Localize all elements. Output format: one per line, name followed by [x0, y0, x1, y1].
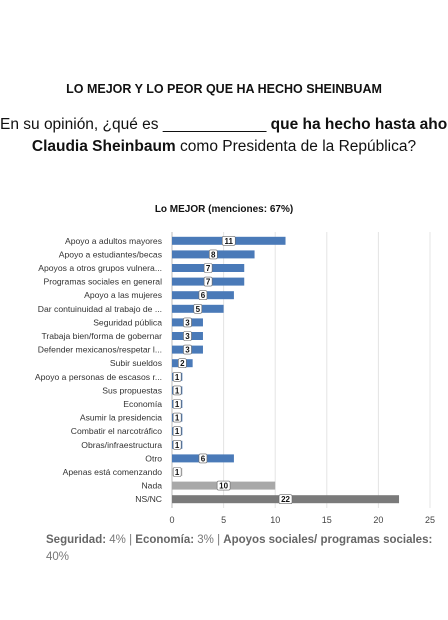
category-label: Sus propuestas	[102, 385, 162, 395]
data-label: 10	[219, 482, 228, 491]
data-label-box	[172, 385, 182, 396]
category-label: Trabaja bien/forma de gobernar	[41, 331, 162, 341]
category-label: Apenas está comenzando	[63, 467, 163, 477]
data-label-box	[178, 358, 187, 368]
category-label: Apoyos a otros grupos vulnera...	[38, 263, 162, 273]
category-label: Economía	[123, 399, 162, 409]
question-part-3: como Presidenta de la República?	[180, 138, 417, 155]
data-label: 6	[201, 291, 206, 300]
category-label: Obras/infraestructura	[81, 440, 162, 450]
question-blank: ____________	[162, 116, 267, 133]
data-label: 1	[175, 414, 180, 423]
category-label: Programas sociales en general	[44, 277, 163, 287]
footnote-economia-value: 3% |	[197, 534, 221, 546]
data-label-box	[216, 480, 231, 491]
data-label-box	[221, 236, 236, 246]
data-label: 3	[185, 318, 190, 327]
data-label: 22	[281, 495, 290, 504]
question-line-2: Claudia Sheinbaum como Presidenta de la …	[0, 136, 448, 158]
data-label: 1	[175, 468, 180, 477]
x-tick-label: 20	[373, 515, 383, 525]
data-label: 3	[185, 332, 190, 341]
data-label: 1	[175, 441, 180, 450]
data-label: 5	[196, 305, 201, 314]
data-label-box	[172, 372, 182, 382]
question-part-2: que ha hecho hasta ahora	[270, 116, 448, 133]
data-label: 3	[185, 346, 190, 355]
survey-question: En su opinión, ¿qué es ____________ que …	[0, 114, 448, 158]
data-label-box	[193, 304, 203, 314]
data-label-box	[198, 290, 208, 301]
category-label: Combatir el narcotráfico	[71, 426, 162, 436]
x-tick-label: 25	[425, 515, 435, 525]
data-label-box	[183, 317, 192, 328]
category-label: NS/NC	[135, 494, 162, 504]
data-label-box	[183, 331, 192, 341]
footnote-economia-label: Economía:	[135, 534, 195, 546]
category-label: Subir sueldos	[110, 358, 162, 368]
page-title: LO MEJOR Y LO PEOR QUE HA HECHO SHEINBUA…	[66, 82, 382, 96]
data-label-box	[203, 263, 213, 273]
data-label: 1	[175, 400, 180, 409]
data-label: 1	[175, 373, 180, 382]
data-label: 8	[211, 250, 216, 259]
data-label-box	[172, 467, 182, 477]
chart-title: Lo MEJOR (menciones: 67%)	[154, 204, 294, 215]
category-label: Otro	[145, 453, 162, 463]
data-label: 2	[180, 359, 185, 368]
data-label-box	[198, 453, 208, 464]
footnote-seguridad-value: 4% |	[109, 534, 133, 546]
data-label-box	[172, 440, 182, 450]
data-label-box	[203, 276, 213, 287]
data-label: 1	[175, 427, 180, 436]
category-label: Defender mexicanos/respetar l...	[38, 345, 162, 355]
x-tick-label: 5	[221, 515, 226, 525]
footnote: Seguridad: 4% | Economía: 3% | Apoyos so…	[46, 532, 438, 566]
question-name: Claudia Sheinbaum	[31, 138, 176, 155]
data-label-box	[278, 494, 293, 505]
category-label: Dar contuinuidad al trabajo de ...	[38, 304, 162, 314]
category-label: Apoyo a personas de escasos r...	[35, 372, 162, 382]
category-label: Nada	[141, 481, 162, 491]
question-part-1: En su opinión, ¿qué es	[0, 116, 159, 133]
data-label: 7	[206, 264, 211, 273]
footnote-seguridad-label: Seguridad:	[46, 534, 107, 546]
data-label-box	[172, 399, 182, 409]
data-label-box	[172, 412, 182, 423]
category-label: Apoyo a las mujeres	[84, 290, 162, 300]
data-label-box	[183, 344, 192, 355]
category-label: Asumir la presidencia	[80, 413, 162, 423]
category-label: Apoyo a adultos mayores	[65, 236, 162, 246]
data-label: 1	[175, 386, 180, 395]
x-tick-label: 15	[322, 515, 332, 525]
data-label-box	[208, 249, 218, 260]
footnote-apoyos-label: Apoyos sociales/ programas sociales:	[223, 534, 433, 546]
data-label: 6	[201, 454, 206, 463]
x-tick-label: 10	[270, 515, 280, 525]
footnote-apoyos-value: 40%	[46, 551, 70, 563]
data-label: 11	[225, 237, 234, 246]
category-label: Seguridad pública	[93, 317, 162, 327]
data-label-box	[172, 426, 182, 436]
x-tick-label: 0	[169, 515, 174, 525]
category-label: Apoyo a estudiantes/becas	[59, 249, 162, 259]
data-label: 7	[206, 278, 211, 287]
question-line-1: En su opinión, ¿qué es ____________ que …	[0, 114, 448, 136]
